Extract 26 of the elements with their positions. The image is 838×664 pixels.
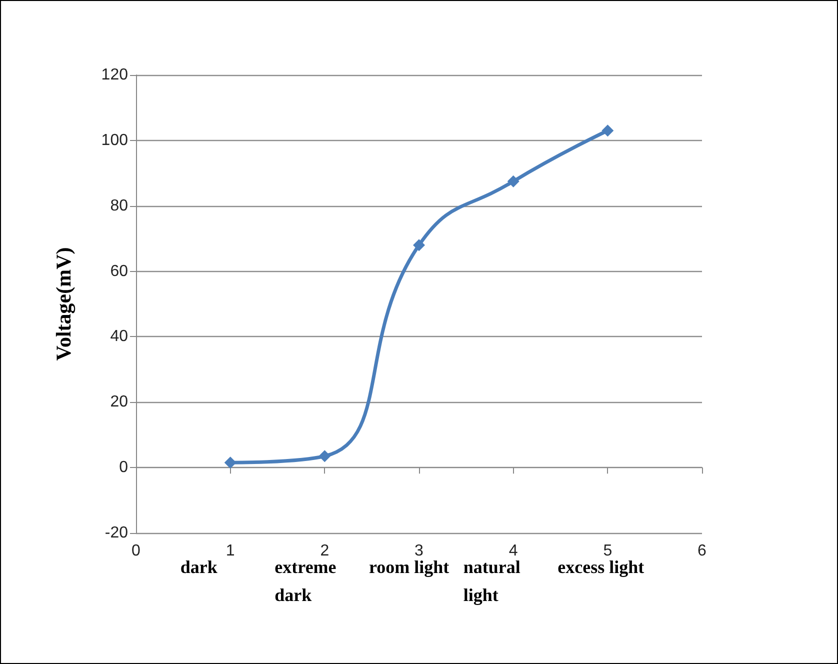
x-tick-label: 0: [132, 542, 141, 560]
x-tick-label: 3: [414, 542, 424, 560]
y-tick-label: 120: [101, 66, 128, 84]
y-tick-label: 60: [110, 262, 128, 280]
point: [507, 175, 520, 188]
y-tick-label: 40: [110, 328, 128, 346]
x-tick-label: 4: [508, 542, 518, 560]
y-tick-label: 80: [110, 197, 128, 214]
point: [413, 239, 425, 252]
x-tick-label: 1: [226, 542, 235, 560]
y-tick-label: -20: [104, 524, 128, 542]
x-tick-label: 2: [320, 542, 330, 560]
x-tick-label: 6: [698, 542, 707, 560]
y-axis-title: Voltage(mV): [52, 247, 76, 361]
y-tick-label: 100: [101, 132, 128, 149]
point: [602, 124, 614, 137]
text: excess light: [558, 557, 644, 577]
x-tick-label: 5: [603, 542, 612, 560]
text: room light: [369, 557, 450, 577]
point: [224, 456, 236, 469]
text: dark: [180, 557, 218, 577]
text: natural light: [463, 557, 525, 605]
y-tick-label: 20: [110, 394, 128, 411]
point: [318, 450, 331, 462]
text: extreme dark: [274, 557, 341, 605]
y-tick-label: 0: [119, 459, 128, 476]
